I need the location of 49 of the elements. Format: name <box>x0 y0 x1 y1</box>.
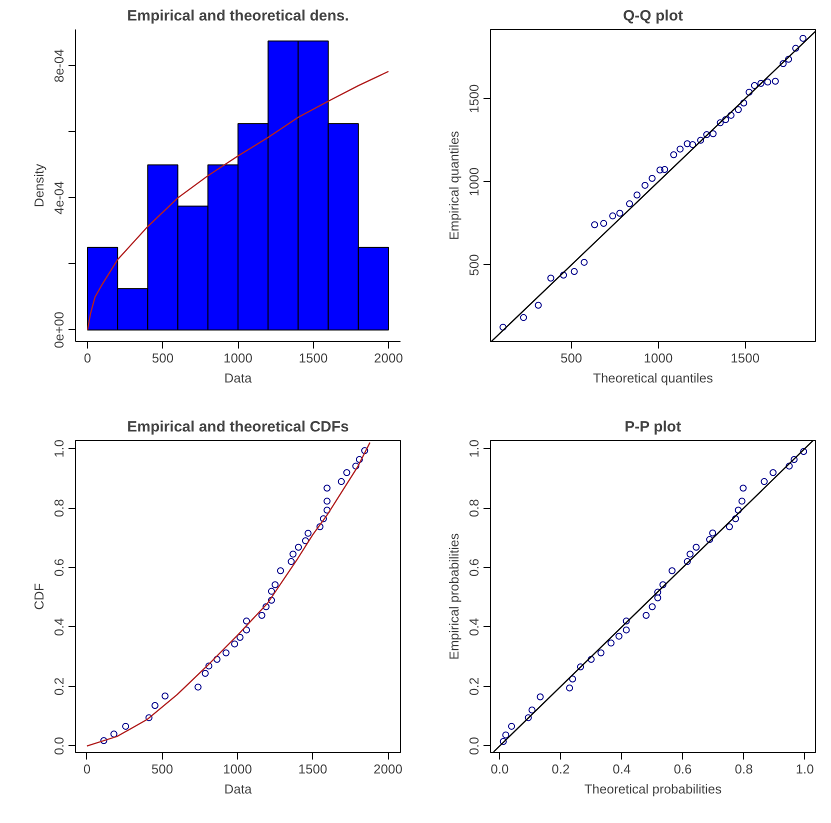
y-tick-label: 1500 <box>466 84 482 114</box>
chart-title: P-P plot <box>624 418 682 436</box>
chart-title: Empirical and theoretical CDFs <box>127 418 349 436</box>
y-tick-label: 0.4 <box>52 618 66 636</box>
x-tick-label: 0.2 <box>552 762 570 776</box>
x-tick-label: 1000 <box>224 350 252 366</box>
x-tick-label: 0 <box>84 350 92 366</box>
y-tick-label: 0.8 <box>52 498 66 518</box>
x-tick-label: 1500 <box>730 350 760 366</box>
y-tick-label: 0.6 <box>52 558 66 577</box>
y-axis-title: Empirical quantiles <box>446 130 462 240</box>
chart-title: Empirical and theoretical dens. <box>127 8 349 24</box>
y-tick-label: 0.8 <box>466 498 482 518</box>
x-tick-label: 1500 <box>298 350 328 366</box>
y-axis-title: CDF <box>32 583 46 610</box>
y-tick-label: 1.0 <box>52 439 66 458</box>
y-tick-label: 0e+00 <box>52 312 66 348</box>
y-tick-label: 8e-04 <box>52 49 66 82</box>
y-tick-label: 0.0 <box>466 736 482 755</box>
y-tick-label: 0.2 <box>52 677 66 696</box>
x-tick-label: 500 <box>560 350 582 366</box>
y-tick-label: 0.0 <box>52 736 66 755</box>
x-tick-label: 1.0 <box>796 762 814 776</box>
x-tick-label: 0 <box>83 762 91 776</box>
x-tick-label: 500 <box>151 762 174 776</box>
y-tick-label: 0.2 <box>466 677 482 696</box>
chart-title: Q-Q plot <box>623 8 684 24</box>
y-axis-title: Empirical probabilities <box>446 532 462 660</box>
x-axis-title: Data <box>224 370 252 386</box>
x-tick-label: 0.8 <box>734 762 753 776</box>
x-axis-title: Theoretical probabilities <box>584 782 722 796</box>
x-tick-label: 500 <box>152 350 174 366</box>
x-tick-label: 1000 <box>644 350 673 366</box>
y-tick-label: 4e-04 <box>52 181 66 215</box>
x-tick-label: 0.4 <box>612 762 631 776</box>
x-axis-title: Theoretical quantiles <box>593 370 714 386</box>
y-tick-label: 500 <box>466 254 482 276</box>
y-axis-title: Density <box>32 163 46 208</box>
x-tick-label: 2000 <box>374 350 403 366</box>
y-tick-label: 1000 <box>466 167 482 196</box>
x-tick-label: 2000 <box>374 762 402 776</box>
x-axis-title: Data <box>224 782 252 796</box>
y-tick-label: 0.6 <box>466 558 482 577</box>
x-tick-label: 1500 <box>298 762 328 776</box>
y-tick-label: 0.4 <box>466 618 482 636</box>
x-tick-label: 0.6 <box>674 762 692 776</box>
y-tick-label: 1.0 <box>466 439 482 458</box>
x-tick-label: 1000 <box>223 762 252 776</box>
x-tick-label: 0.0 <box>490 762 509 776</box>
